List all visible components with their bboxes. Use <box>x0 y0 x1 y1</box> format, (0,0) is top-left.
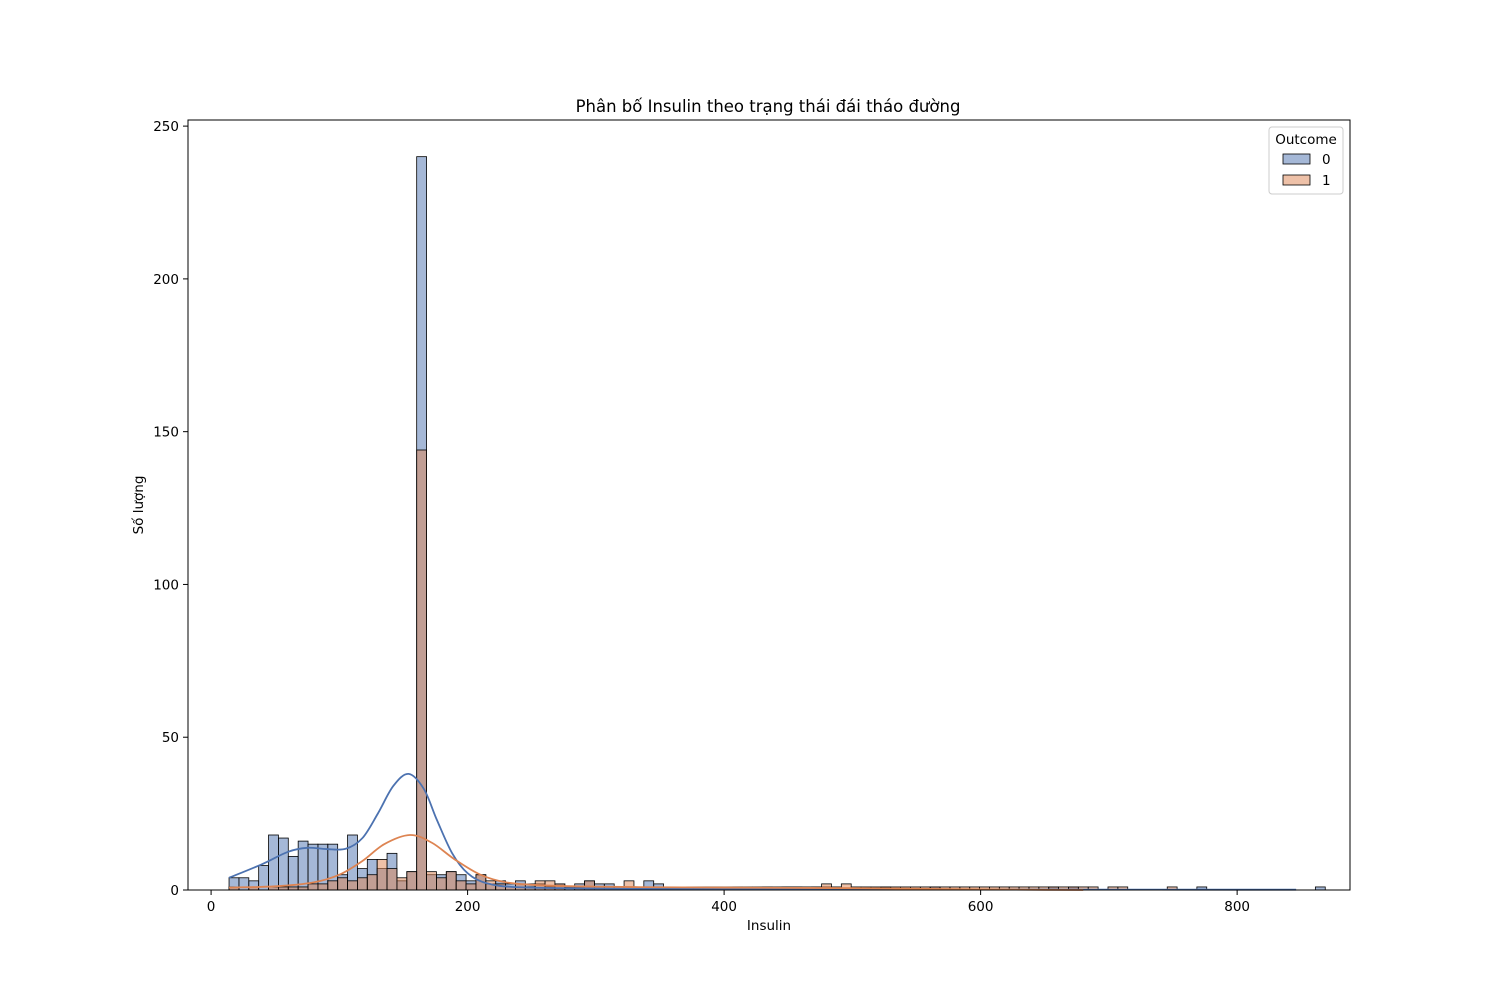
y-tick-label: 200 <box>153 272 179 288</box>
legend-label-1: 1 <box>1322 173 1331 189</box>
bar-series-1 <box>406 871 418 891</box>
legend-title: Outcome <box>1275 132 1337 148</box>
bar-series-1 <box>426 871 437 891</box>
x-axis-title: Insulin <box>747 918 791 934</box>
bar-series-1 <box>357 877 368 891</box>
y-tick-label: 0 <box>170 883 179 899</box>
legend: Outcome 0 1 <box>1268 126 1344 195</box>
y-tick-label: 100 <box>153 577 179 593</box>
bar-series-1 <box>376 859 388 891</box>
bar-series-1 <box>445 871 457 891</box>
bar-series-1 <box>327 880 339 891</box>
bar-series-1 <box>317 883 329 891</box>
y-tick-label: 250 <box>153 119 179 135</box>
chart-title: Phân bố Insulin theo trạng thái đái tháo… <box>576 97 961 116</box>
bars-layer <box>228 156 1326 891</box>
bar-series-0 <box>317 843 329 891</box>
bar-series-1 <box>416 449 427 891</box>
x-tick-label: 400 <box>711 899 737 915</box>
x-tick-label: 600 <box>968 899 994 915</box>
y-axis-title: Số lượng <box>130 476 147 535</box>
bar-series-1 <box>436 877 447 891</box>
bar-series-1 <box>307 883 319 891</box>
x-axis: 0 200 400 600 800 <box>207 890 1250 915</box>
bar-series-1 <box>386 868 398 891</box>
bar-series-0 <box>278 837 289 891</box>
x-tick-label: 800 <box>1224 899 1250 915</box>
bar-series-1 <box>455 880 467 891</box>
x-tick-label: 0 <box>207 899 216 915</box>
bar-series-1 <box>465 883 477 891</box>
plot-frame <box>187 119 1351 891</box>
y-axis: 0 50 100 150 200 250 <box>153 119 188 899</box>
bar-series-0 <box>268 834 279 891</box>
bar-series-1 <box>347 880 358 891</box>
y-tick-label: 50 <box>162 730 179 746</box>
bar-series-1 <box>366 874 378 891</box>
legend-swatch-1 <box>1282 174 1311 186</box>
x-tick-label: 200 <box>455 899 481 915</box>
y-tick-label: 150 <box>153 425 179 441</box>
bar-series-1 <box>396 877 408 891</box>
legend-label-0: 0 <box>1322 152 1331 168</box>
legend-swatch-0 <box>1282 153 1311 165</box>
bar-series-1 <box>337 877 348 891</box>
kde-line-series-1 <box>229 834 1084 891</box>
